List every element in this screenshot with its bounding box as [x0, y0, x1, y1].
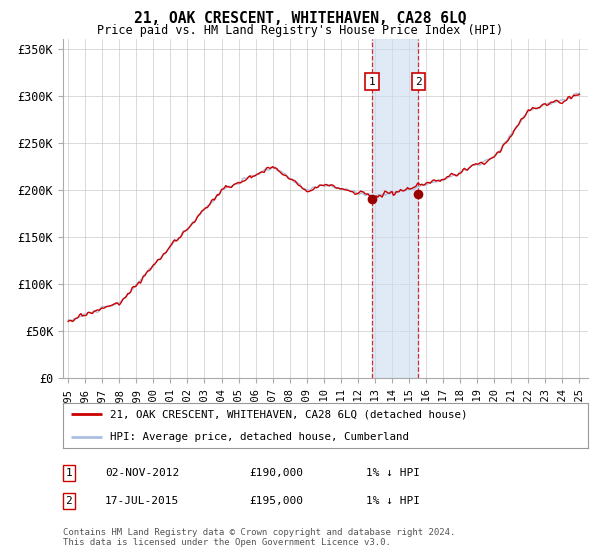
- Text: 02-NOV-2012: 02-NOV-2012: [105, 468, 179, 478]
- Text: 1% ↓ HPI: 1% ↓ HPI: [366, 496, 420, 506]
- Text: Price paid vs. HM Land Registry's House Price Index (HPI): Price paid vs. HM Land Registry's House …: [97, 24, 503, 36]
- Text: 2: 2: [415, 77, 422, 87]
- Text: £195,000: £195,000: [249, 496, 303, 506]
- Text: 21, OAK CRESCENT, WHITEHAVEN, CA28 6LQ: 21, OAK CRESCENT, WHITEHAVEN, CA28 6LQ: [134, 11, 466, 26]
- Text: Contains HM Land Registry data © Crown copyright and database right 2024.
This d: Contains HM Land Registry data © Crown c…: [63, 528, 455, 547]
- Text: 2: 2: [65, 496, 73, 506]
- Text: 17-JUL-2015: 17-JUL-2015: [105, 496, 179, 506]
- Text: HPI: Average price, detached house, Cumberland: HPI: Average price, detached house, Cumb…: [110, 432, 409, 442]
- Text: 1: 1: [65, 468, 73, 478]
- Text: £190,000: £190,000: [249, 468, 303, 478]
- Text: 1: 1: [369, 77, 376, 87]
- Text: 21, OAK CRESCENT, WHITEHAVEN, CA28 6LQ (detached house): 21, OAK CRESCENT, WHITEHAVEN, CA28 6LQ (…: [110, 409, 468, 419]
- Bar: [372, 39, 418, 378]
- Text: 1% ↓ HPI: 1% ↓ HPI: [366, 468, 420, 478]
